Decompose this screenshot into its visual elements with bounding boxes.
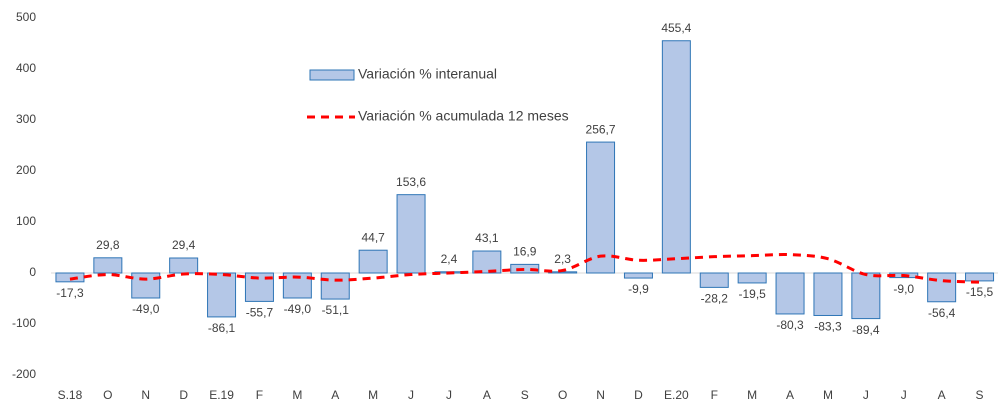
data-label: -9,9 [628, 282, 649, 296]
bar [813, 272, 843, 316]
data-label: -15,5 [966, 285, 994, 299]
bar [586, 141, 616, 274]
bar [927, 272, 957, 303]
line [69, 253, 980, 284]
data-label: -51,1 [322, 303, 350, 317]
x-tick-label: J [446, 388, 452, 402]
data-label: -86,1 [208, 321, 236, 335]
x-tick-label: A [786, 388, 794, 402]
bar [510, 263, 540, 274]
x-tick-label: S [521, 388, 529, 402]
legend-swatch [309, 69, 355, 81]
y-tick-label: 100 [16, 214, 36, 228]
x-tick-label: M [292, 388, 302, 402]
bar [851, 272, 881, 320]
data-label: -56,4 [928, 306, 956, 320]
bar [169, 257, 199, 274]
bar [93, 257, 123, 274]
bar [396, 194, 426, 274]
bar [358, 249, 388, 274]
data-label: 455,4 [661, 21, 691, 35]
x-tick-label: F [256, 388, 263, 402]
data-label: 256,7 [586, 122, 616, 136]
y-tick-label: 300 [16, 112, 36, 126]
x-tick-label: M [368, 388, 378, 402]
data-label: -80,3 [776, 318, 804, 332]
data-label: -83,3 [814, 320, 842, 334]
x-tick-label: O [103, 388, 112, 402]
y-tick-label: 500 [16, 10, 36, 24]
data-label: 44,7 [361, 230, 385, 244]
data-label: 29,4 [172, 238, 196, 252]
y-tick-label: 200 [16, 163, 36, 177]
bar [737, 272, 767, 284]
bar [472, 250, 502, 274]
y-tick-label: 0 [29, 265, 36, 279]
data-label: -89,4 [852, 323, 880, 337]
data-label: 2,4 [441, 252, 458, 266]
data-label: -17,3 [56, 286, 84, 300]
legend-label: Variación % interanual [358, 66, 497, 82]
data-label: -55,7 [246, 306, 274, 320]
data-label: 2,3 [554, 252, 571, 266]
x-tick-label: E.19 [209, 388, 234, 402]
x-tick-label: D [634, 388, 643, 402]
x-tick-label: N [596, 388, 605, 402]
bar [131, 272, 161, 299]
x-tick-label: A [938, 388, 946, 402]
y-tick-label: -200 [12, 367, 36, 381]
x-tick-label: A [331, 388, 339, 402]
data-label: 43,1 [475, 231, 499, 245]
x-tick-label: S.18 [58, 388, 83, 402]
x-tick-label: A [483, 388, 491, 402]
x-tick-label: E.20 [664, 388, 689, 402]
x-tick-label: J [408, 388, 414, 402]
data-label: 16,9 [513, 245, 537, 259]
x-tick-label: O [558, 388, 567, 402]
data-label: -28,2 [701, 292, 729, 306]
data-label: 29,8 [96, 238, 120, 252]
bar [775, 272, 805, 315]
x-tick-label: J [863, 388, 869, 402]
bar [207, 272, 237, 318]
x-tick-label: M [823, 388, 833, 402]
x-tick-label: S [976, 388, 984, 402]
data-label: -9,0 [893, 282, 914, 296]
bar [699, 272, 729, 288]
data-label: -49,0 [132, 302, 160, 316]
data-label: 153,6 [396, 175, 426, 189]
legend-label: Variación % acumulada 12 meses [358, 108, 569, 124]
data-label: -19,5 [738, 287, 766, 301]
y-tick-label: -100 [12, 316, 36, 330]
bar [965, 272, 995, 282]
x-tick-label: D [179, 388, 188, 402]
bar [623, 272, 653, 279]
x-tick-label: M [747, 388, 757, 402]
bar [548, 271, 578, 274]
x-tick-label: J [901, 388, 907, 402]
x-tick-label: F [711, 388, 718, 402]
bar [320, 272, 350, 300]
data-label: -49,0 [284, 302, 312, 316]
bar [55, 272, 85, 283]
y-tick-label: 400 [16, 61, 36, 75]
bar [661, 40, 691, 274]
x-tick-label: N [141, 388, 150, 402]
